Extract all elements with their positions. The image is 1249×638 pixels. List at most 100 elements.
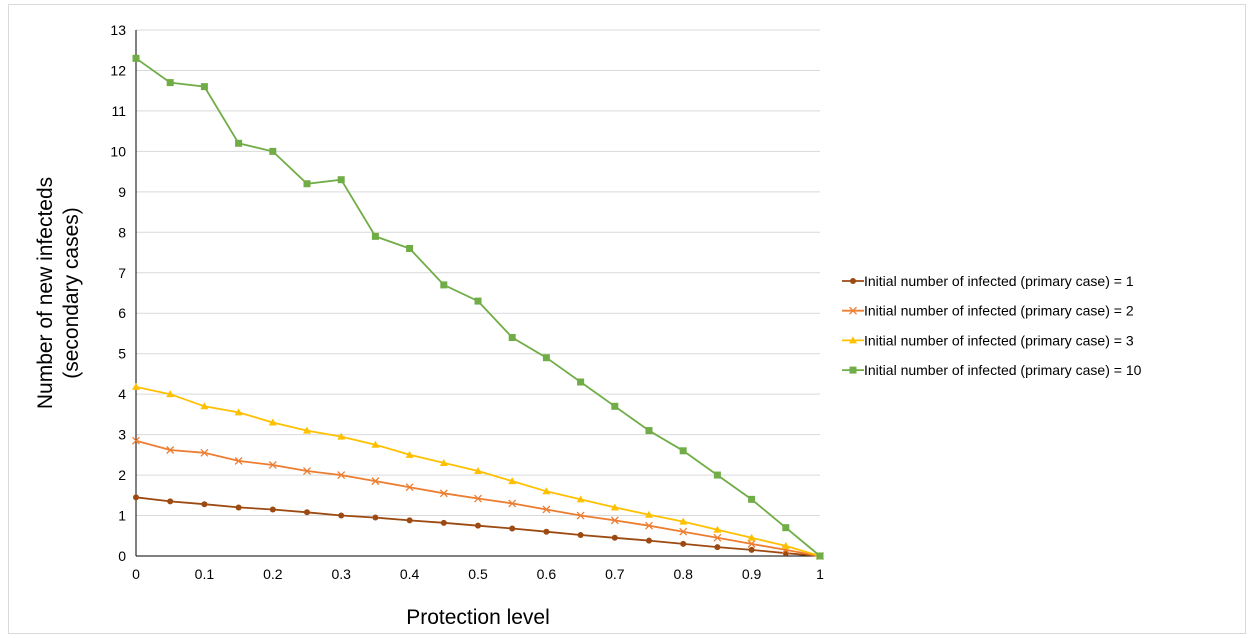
- y-tick-label: 8: [118, 224, 126, 240]
- legend-item: Initial number of infected (primary case…: [842, 303, 1134, 319]
- data-point: [542, 487, 551, 495]
- data-point: [680, 540, 687, 547]
- data-point: [576, 511, 585, 520]
- legend-item: Initial number of infected (primary case…: [842, 362, 1142, 378]
- legend-label: Initial number of infected (primary case…: [864, 303, 1134, 319]
- data-point: [440, 281, 448, 289]
- data-point: [713, 471, 721, 479]
- legend-label: Initial number of infected (primary case…: [864, 273, 1134, 289]
- data-point: [474, 297, 482, 305]
- y-tick-label: 0: [118, 548, 126, 564]
- data-point: [406, 517, 413, 524]
- series-line: [135, 57, 821, 557]
- y-tick-label: 7: [118, 265, 126, 281]
- data-point: [201, 501, 208, 508]
- data-point: [269, 506, 276, 513]
- data-point: [132, 382, 140, 390]
- data-point: [610, 503, 619, 511]
- x-tick-label: 0.7: [605, 566, 625, 582]
- x-tick-label: 0.6: [537, 566, 557, 582]
- y-tick-label: 12: [110, 62, 126, 78]
- y-tick-label: 2: [118, 467, 126, 483]
- x-tick-label: 0.5: [468, 566, 488, 582]
- data-point: [611, 402, 619, 410]
- data-point: [576, 495, 585, 503]
- data-point: [508, 499, 517, 508]
- data-point: [542, 505, 551, 514]
- data-point: [747, 539, 756, 548]
- data-point: [713, 525, 722, 533]
- y-tick-label: 4: [118, 386, 126, 402]
- data-point: [304, 509, 310, 516]
- data-point: [439, 489, 448, 498]
- data-point: [509, 525, 516, 532]
- data-point: [166, 79, 174, 87]
- y-tick-label: 10: [110, 143, 126, 159]
- data-point: [474, 494, 482, 503]
- data-point: [508, 477, 517, 485]
- x-tick-label: 0.1: [195, 566, 215, 582]
- legend-label: Initial number of infected (primary case…: [864, 332, 1134, 348]
- x-tick-label: 1: [816, 566, 824, 582]
- data-point: [371, 440, 380, 448]
- data-point: [200, 402, 209, 410]
- legend-item: Initial number of infected (primary case…: [842, 332, 1134, 348]
- data-point: [508, 334, 516, 342]
- x-tick-label: 0.8: [673, 566, 693, 582]
- data-point: [645, 427, 653, 435]
- data-point: [439, 458, 448, 466]
- data-point: [577, 378, 585, 386]
- data-point: [611, 534, 618, 541]
- data-point: [406, 244, 414, 252]
- data-point: [646, 537, 652, 544]
- data-point: [303, 426, 311, 434]
- series-3: [132, 382, 824, 559]
- data-point: [475, 522, 481, 529]
- data-point: [679, 517, 688, 525]
- data-point: [167, 498, 174, 505]
- data-point: [748, 495, 756, 503]
- data-point: [166, 390, 175, 398]
- x-tick-label: 0.2: [263, 566, 283, 582]
- y-axis-title-line2: (secondary cases): [60, 207, 83, 379]
- data-point: [337, 432, 346, 440]
- y-axis-title-line1: Number of new infecteds: [34, 177, 57, 409]
- data-point: [610, 516, 619, 525]
- series-4: [132, 54, 824, 560]
- data-point: [405, 450, 414, 458]
- data-point: [748, 546, 755, 553]
- data-point: [235, 504, 242, 511]
- series-1: [133, 494, 823, 559]
- legend-marker: [849, 336, 857, 344]
- data-point: [747, 533, 756, 541]
- y-tick-label: 3: [118, 427, 126, 443]
- data-point: [200, 448, 209, 457]
- data-point: [132, 54, 140, 62]
- data-point: [645, 521, 653, 530]
- data-point: [200, 83, 208, 91]
- legend-marker: [850, 278, 856, 284]
- data-point: [713, 533, 722, 542]
- data-point: [371, 477, 380, 486]
- series-2: [132, 436, 824, 560]
- legend-marker: [849, 366, 857, 374]
- data-point: [440, 519, 447, 526]
- data-point: [542, 354, 550, 362]
- data-point: [166, 446, 175, 454]
- y-tick-label: 6: [118, 305, 126, 321]
- data-point: [372, 514, 379, 521]
- x-tick-label: 0: [132, 566, 140, 582]
- data-point: [268, 418, 277, 426]
- data-point: [371, 232, 379, 240]
- data-point: [781, 541, 790, 549]
- y-axis-title: Number of new infecteds (secondary cases): [34, 177, 83, 409]
- data-point: [133, 494, 139, 501]
- data-point: [474, 467, 482, 475]
- data-point: [679, 527, 688, 536]
- x-tick-label: 0.9: [742, 566, 762, 582]
- data-point: [303, 467, 311, 475]
- data-point: [337, 471, 346, 480]
- legend-item: Initial number of infected (primary case…: [842, 273, 1134, 289]
- x-tick-label: 0.4: [400, 566, 420, 582]
